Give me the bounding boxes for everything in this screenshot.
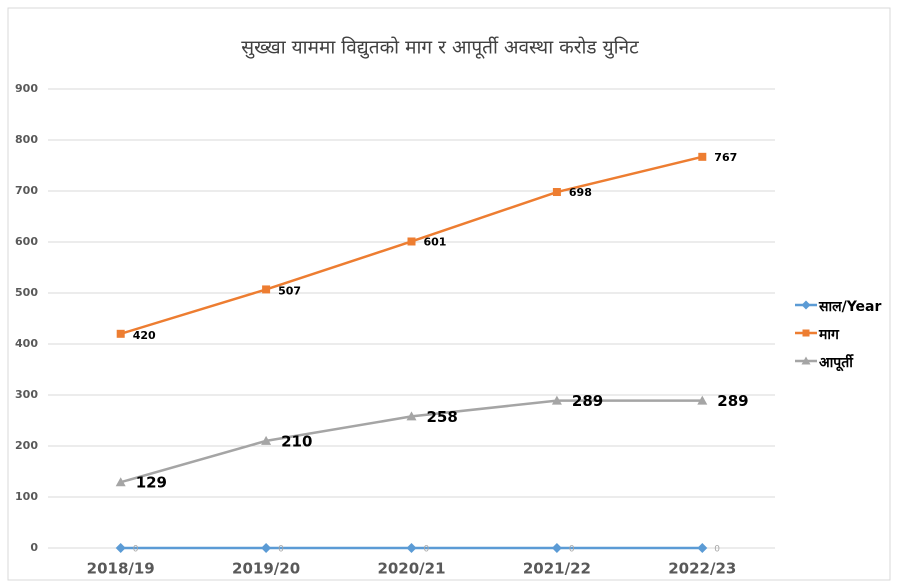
marker: [697, 395, 708, 405]
data-label: 0: [278, 545, 284, 555]
x-tick-label: 2022/23: [668, 560, 736, 578]
marker: [407, 237, 416, 246]
data-label: 258: [427, 408, 458, 426]
x-tick-label: 2018/19: [87, 560, 155, 578]
marker: [261, 435, 272, 445]
data-label: 0: [424, 545, 430, 555]
marker: [801, 356, 811, 365]
y-tick-label: 200: [15, 439, 38, 452]
data-label: 698: [569, 186, 592, 199]
data-label: 129: [136, 474, 167, 492]
marker: [261, 543, 272, 553]
y-tick-label: 400: [15, 337, 38, 350]
y-tick-label: 300: [15, 388, 38, 401]
data-label: 601: [424, 235, 447, 248]
data-label: 289: [572, 392, 603, 410]
chart-frame: [7, 7, 891, 581]
y-tick-label: 600: [15, 235, 38, 248]
chart-title: सुख्खा याममा विद्युतको माग र आपूर्ती अवस…: [241, 36, 639, 60]
marker: [116, 329, 125, 338]
marker: [115, 477, 126, 487]
y-tick-label: 700: [15, 184, 38, 197]
x-tick-label: 2021/22: [523, 560, 591, 578]
marker: [802, 329, 810, 337]
legend-label: साल/Year: [818, 299, 881, 315]
marker: [551, 395, 562, 405]
data-label: 0: [714, 545, 720, 555]
data-label: 210: [281, 432, 312, 450]
marker: [697, 543, 708, 553]
x-tick-label: 2019/20: [232, 560, 300, 578]
marker: [406, 411, 417, 421]
y-tick-label: 0: [30, 541, 38, 554]
legend-label: आपूर्ती: [819, 354, 854, 372]
marker: [406, 543, 417, 553]
x-tick-label: 2020/21: [377, 560, 445, 578]
y-tick-label: 800: [15, 133, 38, 146]
data-label: 507: [278, 284, 301, 297]
y-tick-label: 500: [15, 286, 38, 299]
data-label: 420: [133, 329, 156, 342]
marker: [115, 543, 126, 553]
data-label: 0: [569, 545, 575, 555]
data-label: 289: [717, 392, 748, 410]
y-tick-label: 100: [15, 490, 38, 503]
y-tick-label: 900: [15, 82, 38, 95]
marker: [552, 188, 561, 197]
data-label: 767: [714, 151, 737, 164]
marker: [551, 543, 562, 553]
data-label: 0: [133, 545, 139, 555]
marker: [801, 300, 811, 310]
marker: [698, 152, 707, 161]
marker: [262, 285, 271, 294]
legend-label: माग: [818, 327, 840, 343]
